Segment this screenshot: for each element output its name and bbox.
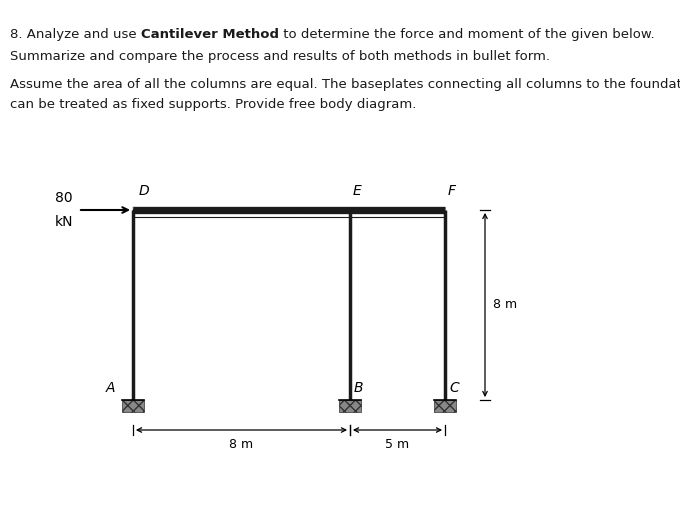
Bar xyxy=(133,206,445,214)
Bar xyxy=(434,400,456,412)
Text: 5 m: 5 m xyxy=(386,438,409,451)
Text: Assume the area of all the columns are equal. The baseplates connecting all colu: Assume the area of all the columns are e… xyxy=(10,78,680,91)
Text: E: E xyxy=(353,184,362,198)
Text: 80: 80 xyxy=(55,191,73,205)
Text: D: D xyxy=(139,184,150,198)
Text: 8 m: 8 m xyxy=(493,298,517,311)
Text: kN: kN xyxy=(54,215,73,229)
Bar xyxy=(122,400,144,412)
Text: Summarize and compare the process and results of both methods in bullet form.: Summarize and compare the process and re… xyxy=(10,50,550,63)
Text: F: F xyxy=(448,184,456,198)
Text: can be treated as fixed supports. Provide free body diagram.: can be treated as fixed supports. Provid… xyxy=(10,98,416,111)
Text: Cantilever Method: Cantilever Method xyxy=(141,28,279,41)
Text: 8 m: 8 m xyxy=(229,438,254,451)
Text: to determine the force and moment of the given below.: to determine the force and moment of the… xyxy=(279,28,654,41)
Bar xyxy=(339,400,361,412)
Bar xyxy=(133,206,445,214)
Text: C: C xyxy=(449,381,459,395)
Text: B: B xyxy=(354,381,364,395)
Text: 8. Analyze and use: 8. Analyze and use xyxy=(10,28,141,41)
Text: A: A xyxy=(105,381,115,395)
